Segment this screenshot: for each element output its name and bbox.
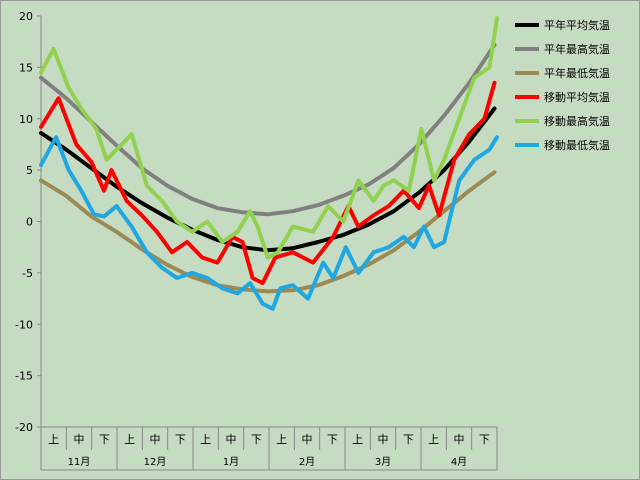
y-tick-label: -20 [15,421,33,434]
decade-label: 下 [99,433,110,446]
decade-label: 上 [428,433,439,446]
month-label: 4月 [451,456,467,468]
month-label: 3月 [375,456,391,468]
series-line-2 [39,170,497,294]
y-tick-label: 0 [26,216,33,229]
legend-label: 移動平均気温 [544,90,610,104]
series-layer [39,16,499,311]
month-label: 1月 [223,456,239,468]
decade-label: 上 [352,433,363,446]
decade-label: 中 [378,433,389,446]
series-line-0 [39,106,497,253]
decade-label: 上 [200,433,211,446]
series-line-3 [39,80,497,286]
axes: 20151050-5-10-15-20上中下11月上中下12月上中下1月上中下2… [15,10,498,471]
decade-label: 中 [226,433,237,446]
month-label: 11月 [68,456,91,468]
decade-label: 上 [48,433,59,446]
series-line-5 [39,135,499,311]
decade-label: 下 [403,433,414,446]
month-label: 12月 [144,456,167,468]
month-label: 2月 [299,456,315,468]
decade-label: 中 [454,433,465,446]
decade-label: 下 [327,433,338,446]
y-tick-label: 5 [26,164,33,177]
y-tick-label: -15 [15,370,33,383]
y-tick-label: -10 [15,318,33,331]
y-tick-label: 10 [19,113,33,126]
decade-label: 中 [74,433,85,446]
y-tick-label: -5 [22,267,33,280]
legend-label: 平年最低気温 [544,66,610,80]
legend-label: 平年平均気温 [544,18,610,32]
legend-label: 移動最低気温 [544,138,610,152]
legend-label: 移動最高気温 [544,114,610,128]
decade-label: 下 [251,433,262,446]
legend-label: 平年最高気温 [544,42,610,56]
y-tick-label: 15 [19,61,33,74]
decade-label: 下 [479,433,490,446]
y-tick-label: 20 [19,10,33,23]
decade-label: 上 [276,433,287,446]
series-line-4 [39,16,499,260]
decade-label: 中 [302,433,313,446]
decade-label: 上 [124,433,135,446]
decade-label: 下 [175,433,186,446]
decade-label: 中 [150,433,161,446]
